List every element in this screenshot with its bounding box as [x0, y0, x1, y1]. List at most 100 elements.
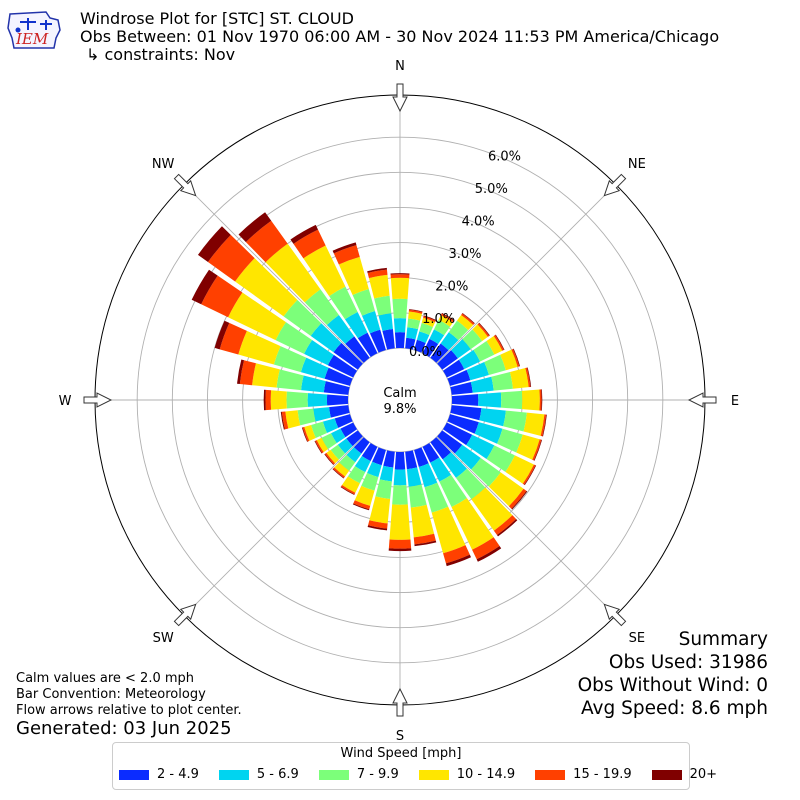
wind-bar-segment: [378, 313, 393, 331]
wind-bar-segment: [353, 437, 370, 454]
radial-tick-label: 4.0%: [462, 214, 495, 229]
wind-bar-segment: [408, 311, 422, 321]
chart-title-block: Windrose Plot for [STC] ST. CLOUD Obs Be…: [80, 10, 719, 64]
wind-bar-segment: [423, 315, 437, 321]
wind-bar-segment: [338, 256, 369, 295]
wind-bar-segment: [476, 546, 502, 562]
wind-bar-segment: [423, 316, 436, 323]
wind-bar-segment: [324, 367, 353, 386]
wind-bar-segment: [439, 474, 467, 508]
grid-spoke: [436, 436, 616, 616]
wind-bar-segment: [442, 359, 465, 378]
wind-bar-segment: [283, 299, 322, 336]
wind-bar-segment: [477, 323, 490, 337]
wind-bar-segment: [442, 422, 473, 446]
wind-bar-segment: [316, 437, 329, 453]
wind-bar-segment: [447, 369, 471, 386]
wind-bar-segment: [509, 368, 529, 389]
wind-bar-segment: [450, 381, 473, 395]
flow-arrow-icon: [392, 83, 408, 113]
wind-bar-segment: [438, 315, 454, 327]
calm-note: Calm values are < 2.0 mph: [16, 671, 195, 686]
flow-arrows: [83, 83, 717, 717]
wind-bars: [191, 212, 547, 567]
wind-bar-segment: [470, 376, 494, 393]
flow-arrow-icon: [173, 173, 197, 197]
wind-bar-segment: [486, 445, 515, 472]
iem-logo: IEM: [6, 8, 64, 52]
compass-labels: N NE E SE S SW W NW: [59, 59, 740, 744]
wind-bar-segment: [424, 482, 449, 513]
wind-bar-segment: [340, 422, 358, 438]
wind-bar-segment: [393, 318, 407, 333]
wind-bar-segment: [407, 318, 421, 330]
wind-bar-segment: [393, 469, 407, 486]
wind-bar-segment: [413, 533, 436, 545]
wind-bar-segment: [488, 472, 524, 507]
wind-bar-segment: [491, 371, 513, 391]
wind-bar-segment: [332, 242, 357, 254]
wind-bar-segment: [300, 357, 329, 379]
wind-bar-segment: [367, 267, 387, 273]
wind-bar-segment: [445, 554, 471, 567]
wind-bar-segment: [332, 468, 345, 479]
wind-bar-segment: [440, 332, 459, 351]
wind-bar-segment: [541, 389, 543, 411]
compass-label: NW: [152, 157, 175, 172]
wind-bar-segment: [532, 439, 542, 461]
wind-bar-segment: [304, 340, 334, 366]
legend-item: 15 - 19.9: [535, 767, 632, 782]
wind-bar-segment: [540, 414, 547, 437]
wind-bar-segment: [433, 319, 451, 336]
wind-bar-segment: [392, 298, 408, 319]
wind-bar-segment: [478, 322, 490, 336]
wind-bar-segment: [369, 496, 391, 524]
wind-bar-segment: [516, 434, 540, 460]
summary-obs-used: Obs Used: 31986: [608, 652, 768, 673]
grid-spoke: [184, 184, 364, 364]
wind-bar-segment: [311, 421, 327, 439]
legend-item: 7 - 9.9: [318, 767, 399, 782]
wind-bar-segment: [493, 515, 517, 535]
wind-bar-segment: [214, 320, 230, 350]
wind-bar-segment: [297, 408, 316, 426]
wind-bar-segment: [352, 289, 375, 316]
wind-bar-segment: [388, 548, 412, 552]
wind-bar-segment: [314, 440, 323, 454]
wind-bar-segment: [263, 389, 266, 411]
legend-label: 10 - 14.9: [456, 767, 516, 782]
wind-bar-segment: [511, 490, 528, 510]
wind-bar-segment: [310, 323, 342, 353]
wind-bar-segment: [422, 442, 440, 463]
wind-bar-segment: [293, 229, 326, 259]
wind-bar-segment: [333, 342, 363, 370]
compass-label: N: [395, 59, 405, 74]
wind-bar-segment: [357, 332, 378, 358]
wind-bar-segment: [337, 438, 353, 454]
wind-bar-segment: [345, 336, 370, 363]
wind-bar-segment: [497, 428, 523, 453]
wind-bar-segment: [390, 273, 410, 275]
wind-bar-segment: [281, 411, 289, 430]
grid-spoke: [184, 436, 364, 616]
wind-bar-segment: [503, 410, 527, 432]
wind-bar-segment: [457, 314, 474, 331]
wind-bar-segment: [339, 454, 356, 471]
wind-bar-segment: [414, 540, 437, 547]
wind-bar-segment: [334, 462, 350, 477]
wind-bar-segment: [442, 452, 467, 478]
wind-bar-segment: [341, 476, 360, 493]
summary-obs-without-wind: Obs Without Wind: 0: [577, 675, 768, 696]
wind-bar-segment: [441, 312, 455, 321]
legend-swatch: [651, 769, 682, 780]
summary-avg-speed: Avg Speed: 8.6 mph: [580, 698, 768, 719]
wind-bar-segment: [409, 309, 423, 313]
wind-bar-segment: [303, 245, 346, 297]
wind-bar-segment: [367, 461, 382, 478]
wind-bar-segment: [533, 439, 543, 461]
wind-bar-segment: [301, 427, 308, 442]
compass-label: E: [731, 394, 739, 409]
wind-bar-segment: [347, 466, 366, 484]
wind-bar-segment: [313, 407, 331, 422]
compass-label: NE: [628, 157, 646, 172]
